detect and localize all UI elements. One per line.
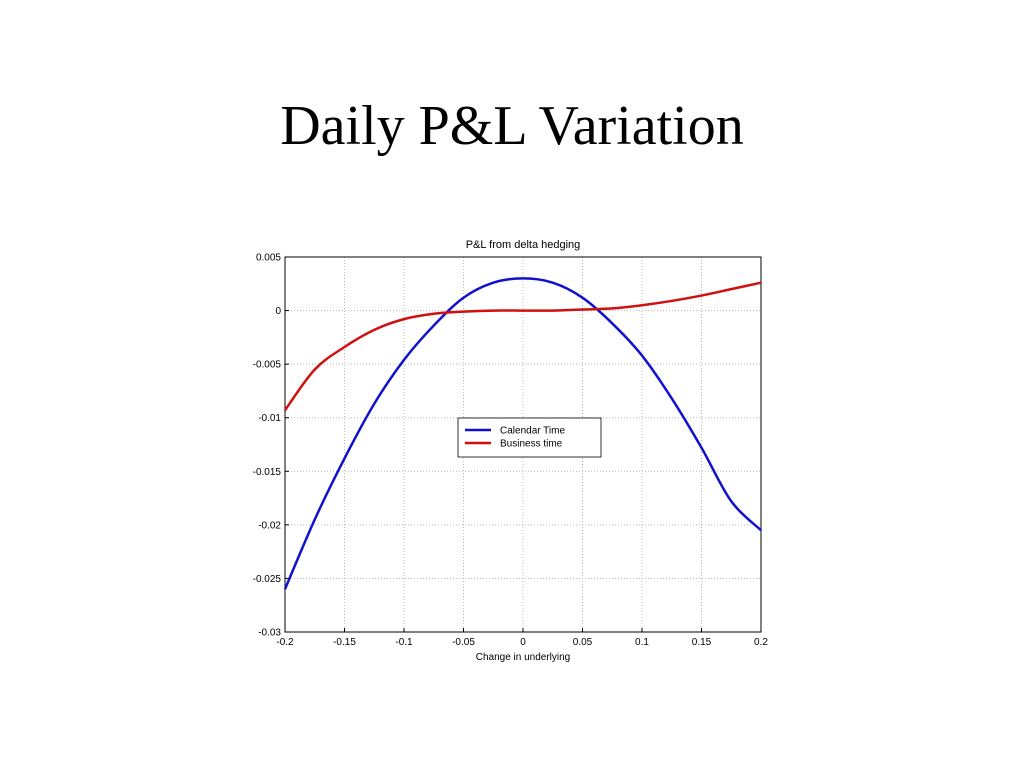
x-axis-label: Change in underlying	[476, 652, 571, 663]
y-tick-label: -0.02	[258, 520, 281, 531]
y-tick-label: -0.03	[258, 628, 281, 639]
chart-legend: Calendar Time Business time	[457, 417, 602, 458]
y-tick-label: 0	[275, 306, 281, 317]
x-tick-label: 0.2	[754, 637, 768, 648]
business-time-line	[283, 281, 762, 411]
y-tick-label: 0.005	[256, 253, 281, 264]
x-tick-label: -0.15	[333, 637, 356, 648]
x-tick-label: 0	[520, 637, 526, 648]
x-tick-label: -0.1	[395, 637, 413, 648]
x-tick-label: 0.15	[692, 637, 712, 648]
x-tick-label: 0.05	[573, 637, 593, 648]
legend-box	[457, 417, 602, 458]
y-tick-label: -0.025	[253, 574, 282, 585]
x-tick-label: -0.05	[452, 637, 475, 648]
chart-series	[283, 277, 762, 590]
legend-label: Calendar Time	[500, 426, 565, 437]
y-tick-label: -0.01	[258, 413, 281, 424]
legend-label: Business time	[500, 439, 563, 450]
calendar-time-line	[283, 277, 762, 590]
x-tick-label: 0.1	[635, 637, 649, 648]
chart-title: P&L from delta hedging	[466, 239, 581, 251]
y-tick-label: -0.005	[253, 360, 282, 371]
axis-ticks: -0.2 -0.15 -0.1 -0.05 0 0.05 0.1 0.15 0.2 0.005 0 -…	[253, 253, 769, 649]
y-tick-label: -0.015	[253, 467, 282, 478]
slide-title: Daily P&L Variation	[280, 95, 744, 157]
x-tick-label: -0.2	[276, 637, 294, 648]
